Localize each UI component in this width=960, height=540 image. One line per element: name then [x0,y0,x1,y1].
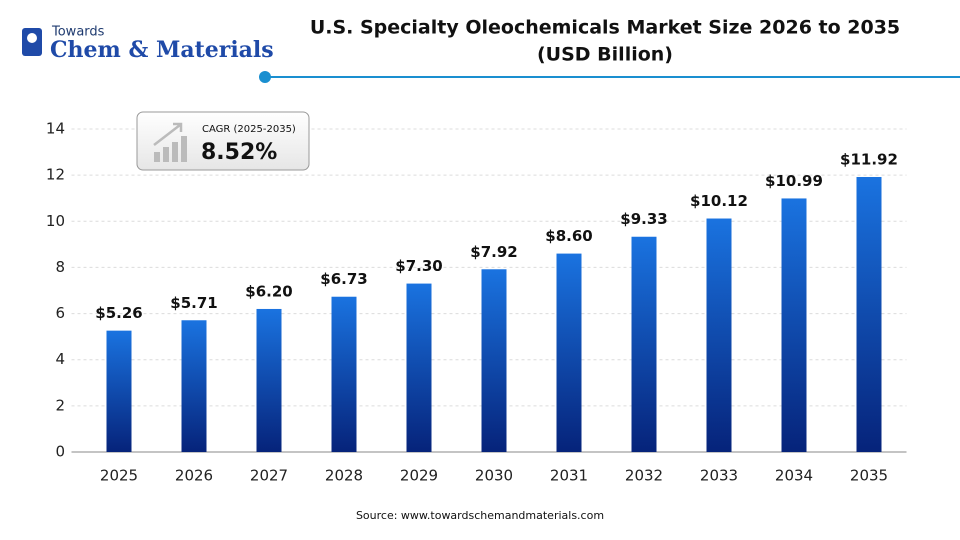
x-tick-label: 2035 [850,467,888,485]
cagr-label: CAGR (2025-2035) [202,124,296,135]
data-label: $7.92 [470,243,517,261]
data-label: $6.20 [245,282,292,300]
cagr-icon [154,152,160,162]
logo-top: Towards [51,25,105,40]
x-tick-label: 2027 [250,467,288,485]
data-label: $5.71 [170,294,217,312]
cagr-value: 8.52% [201,140,277,165]
y-tick-label: 0 [55,443,65,461]
data-label: $11.92 [840,150,898,168]
y-tick-label: 4 [55,350,65,368]
data-label: $8.60 [545,227,592,245]
x-tick-label: 2028 [325,467,363,485]
bar [631,236,657,452]
cagr-icon [163,147,169,162]
data-label: $9.33 [620,210,667,228]
y-tick-label: 2 [55,396,65,414]
data-label: $6.73 [320,270,367,288]
x-tick-label: 2030 [475,467,513,485]
bar [781,198,807,452]
logo: Towards Chem & Materials [22,25,274,63]
bar [856,176,882,452]
bar [106,330,132,452]
logo-icon-dot [27,33,37,43]
x-tick-label: 2026 [175,467,213,485]
x-tick-label: 2031 [550,467,588,485]
y-tick-label: 14 [46,120,65,138]
bar [331,296,357,452]
source: Source: www.towardschemandmaterials.com [356,509,604,522]
cagr-icon [181,136,187,162]
bar [481,269,507,452]
bar [256,308,282,452]
cagr-icon [172,142,178,162]
data-label: $10.12 [690,192,748,210]
bar [706,218,732,452]
bar [556,253,582,452]
logo-name: Chem & Materials [50,37,274,63]
data-label: $10.99 [765,172,823,190]
x-tick-label: 2033 [700,467,738,485]
plot-area: 0 2 4 6 8 10 12 14 2025 $5.26 2026 $5.71 2027 $6.20 20… [46,120,907,485]
cagr-arrow [153,122,183,146]
y-tick-label: 12 [46,166,65,184]
cagr-box: CAGR (2025-2035) 8.52% [136,111,310,171]
chart-title: U.S. Specialty Oleochemicals Market Size… [310,17,900,39]
y-tick-label: 10 [46,212,65,230]
chart-subtitle: (USD Billion) [537,44,673,66]
y-tick-label: 6 [55,304,65,322]
x-tick-label: 2025 [100,467,138,485]
data-label: $7.30 [395,257,442,275]
y-tick-label: 8 [55,258,65,276]
bar [181,320,207,452]
x-tick-label: 2032 [625,467,663,485]
data-label: $5.26 [95,304,142,322]
title-rule-dot [259,71,271,83]
bar [406,283,432,452]
x-tick-label: 2029 [400,467,438,485]
x-tick-label: 2034 [775,467,813,485]
